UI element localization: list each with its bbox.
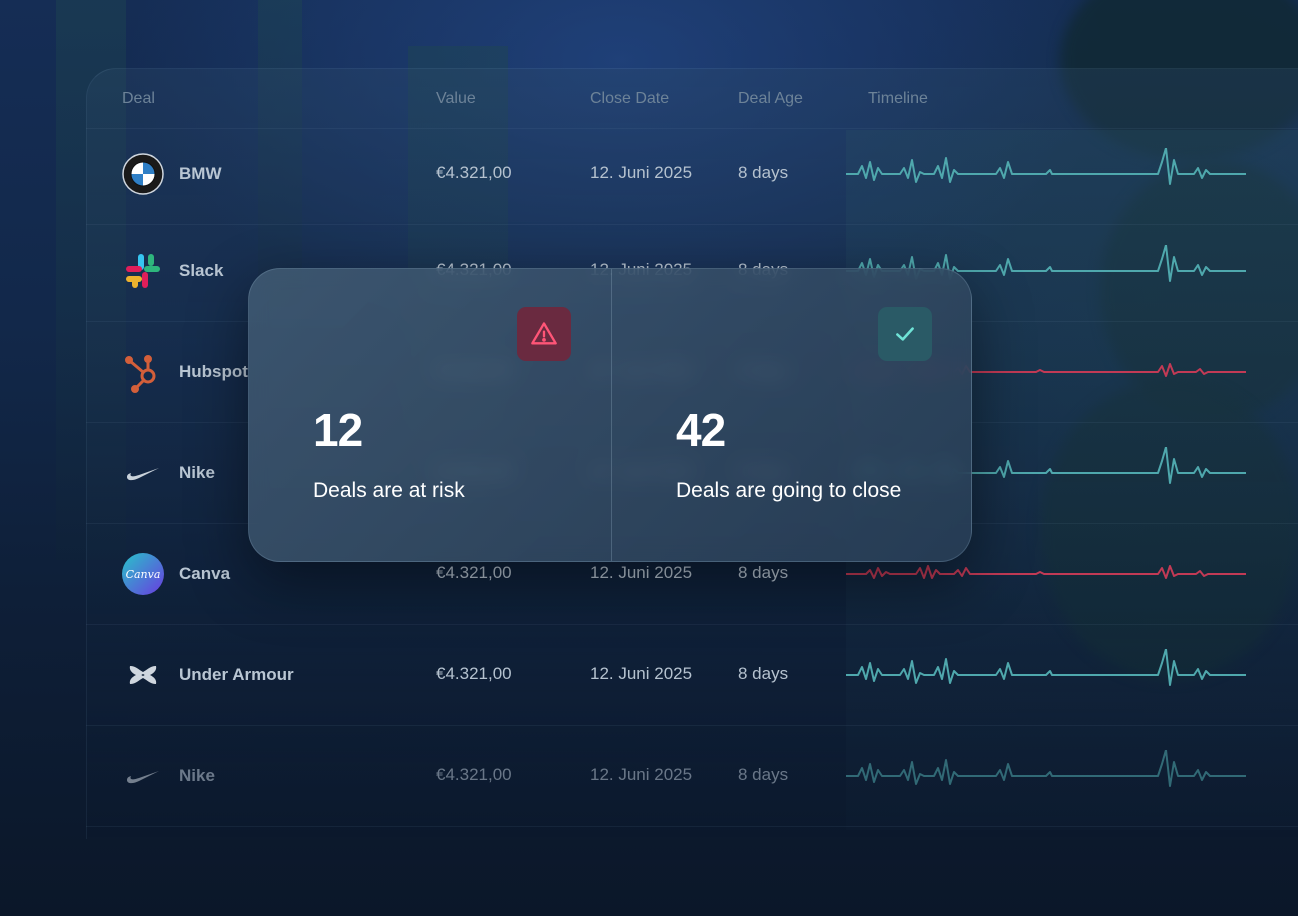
risk-stat[interactable]: 12 Deals are at risk <box>249 269 610 561</box>
table-row[interactable]: BMW €4.321,00 12. Juni 2025 8 days <box>86 124 1298 225</box>
deal-age: 8 days <box>738 163 789 182</box>
row-divider <box>86 224 1298 225</box>
deal-summary-card: 12 Deals are at risk 42 Deals are going … <box>248 268 972 562</box>
timeline-sparkline <box>846 148 1246 185</box>
deal-name[interactable]: Nike <box>179 463 215 482</box>
deal-name[interactable]: Nike <box>179 766 215 785</box>
row-divider <box>86 624 1298 625</box>
deal-value: €4.321,00 <box>436 163 512 182</box>
timeline-sparkline <box>846 649 1246 686</box>
header-divider <box>86 128 1298 129</box>
timeline-sparkline <box>846 565 1246 579</box>
risk-count: 12 <box>313 404 363 456</box>
deal-value: €4.321,00 <box>436 664 512 683</box>
slack-logo <box>122 250 164 292</box>
risk-badge <box>517 307 571 361</box>
deal-close-date: 12. Juni 2025 <box>590 563 693 582</box>
deal-name[interactable]: Slack <box>179 261 224 280</box>
deal-age: 8 days <box>738 765 789 784</box>
header-value[interactable]: Value <box>436 90 476 107</box>
hubspot-logo <box>122 351 164 393</box>
header-deal[interactable]: Deal <box>122 90 155 107</box>
header-close-date[interactable]: Close Date <box>590 90 670 107</box>
deal-age: 8 days <box>738 664 789 683</box>
bmw-logo <box>122 153 164 195</box>
canva-logo-text: Canva <box>126 568 161 581</box>
table-row[interactable]: Canva Canva €4.321,00 12. Juni 2025 8 days <box>86 524 1298 625</box>
row-divider <box>86 826 1298 827</box>
checkmark-icon <box>896 327 914 341</box>
closing-label: Deals are going to close <box>676 479 902 502</box>
closing-count: 42 <box>676 404 726 456</box>
row-divider <box>86 725 1298 726</box>
canva-logo: Canva <box>122 553 164 595</box>
deal-close-date: 12. Juni 2025 <box>590 664 693 683</box>
closing-stat[interactable]: 42 Deals are going to close <box>612 269 973 561</box>
tree-silhouette <box>1100 160 1298 420</box>
header-deal-age[interactable]: Deal Age <box>738 90 803 107</box>
card-divider <box>611 269 612 561</box>
warning-triangle-icon <box>531 322 557 345</box>
close-badge <box>878 307 932 361</box>
nike-logo <box>122 452 164 494</box>
deal-close-date: 12. Juni 2025 <box>590 163 693 182</box>
timeline-sparkline <box>846 750 1246 787</box>
header-timeline[interactable]: Timeline <box>868 90 928 107</box>
deal-name[interactable]: Canva <box>179 564 231 583</box>
deal-name[interactable]: BMW <box>179 164 222 183</box>
table-row[interactable]: Nike €4.321,00 12. Juni 2025 8 days <box>86 726 1298 827</box>
risk-label: Deals are at risk <box>313 479 465 502</box>
under-armour-logo <box>122 654 164 696</box>
nike-logo <box>122 755 164 797</box>
building-silhouette <box>258 0 302 300</box>
deal-close-date: 12. Juni 2025 <box>590 765 693 784</box>
deal-age: 8 days <box>738 563 789 582</box>
tree-silhouette <box>1040 380 1298 680</box>
deal-value: €4.321,00 <box>436 563 512 582</box>
deal-name[interactable]: Hubspot <box>179 362 248 381</box>
deal-name[interactable]: Under Armour <box>179 665 294 684</box>
deal-value: €4.321,00 <box>436 765 512 784</box>
table-row[interactable]: Under Armour €4.321,00 12. Juni 2025 8 days <box>86 625 1298 726</box>
